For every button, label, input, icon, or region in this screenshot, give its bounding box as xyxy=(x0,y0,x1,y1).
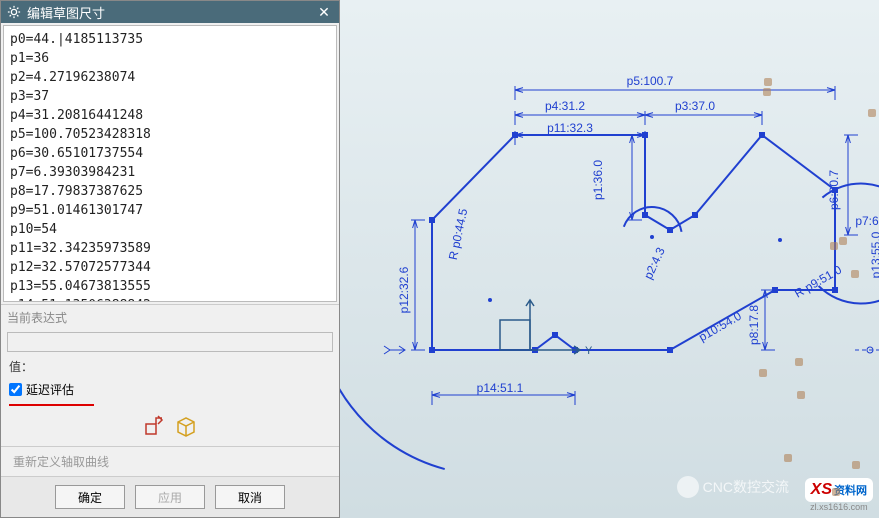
svg-text:p2:4.3: p2:4.3 xyxy=(641,245,668,281)
svg-text:p5:100.7: p5:100.7 xyxy=(627,74,674,88)
svg-text:p4:31.2: p4:31.2 xyxy=(545,99,585,113)
delay-eval-checkbox[interactable] xyxy=(9,383,22,396)
wechat-icon xyxy=(677,476,699,498)
reassign-axis-label: 重新定义轴取曲线 xyxy=(1,446,339,476)
gear-icon xyxy=(7,5,21,19)
cancel-button[interactable]: 取消 xyxy=(215,485,285,509)
sketch-drawing: Yp5:100.7 p4:31.2 p3:37.0 p11:32.3 p1:36.0 p6… xyxy=(340,0,879,518)
value-label: 值： xyxy=(1,354,339,379)
svg-text:Y: Y xyxy=(585,345,593,357)
parameter-row[interactable]: p7=6.39303984231 xyxy=(10,163,330,182)
edit-sketch-dimension-panel: 编辑草图尺寸 ✕ p0=44.|4185113735p1=36p2=4.2719… xyxy=(0,0,340,518)
panel-title: 编辑草图尺寸 xyxy=(27,3,315,22)
ok-button[interactable]: 确定 xyxy=(55,485,125,509)
parameter-row[interactable]: p4=31.20816441248 xyxy=(10,106,330,125)
parameter-row[interactable]: p13=55.04673813555 xyxy=(10,277,330,296)
svg-text:p10:54.0: p10:54.0 xyxy=(696,309,744,345)
svg-text:p1:36.0: p1:36.0 xyxy=(591,160,605,200)
parameter-row[interactable]: p12=32.57072577344 xyxy=(10,258,330,277)
expression-input[interactable] xyxy=(7,332,333,352)
svg-text:p12:32.6: p12:32.6 xyxy=(397,266,411,313)
parameter-row[interactable]: p14=51.13506388842 xyxy=(10,296,330,302)
svg-text:p7:6.4: p7:6.4 xyxy=(855,214,879,228)
box-icon[interactable] xyxy=(174,414,198,438)
svg-text:p13:55.0: p13:55.0 xyxy=(869,231,879,278)
svg-text:p8:17.8: p8:17.8 xyxy=(747,305,761,345)
panel-titlebar: 编辑草图尺寸 ✕ xyxy=(1,1,339,23)
parameter-list[interactable]: p0=44.|4185113735p1=36p2=4.27196238074p3… xyxy=(3,25,337,302)
parameter-row[interactable]: p6=30.65101737554 xyxy=(10,144,330,163)
icon-toolbar xyxy=(1,406,339,446)
parameter-row[interactable]: p3=37 xyxy=(10,87,330,106)
parameter-row[interactable]: p8=17.79837387625 xyxy=(10,182,330,201)
convex-hull-icon[interactable] xyxy=(142,414,166,438)
apply-button[interactable]: 应用 xyxy=(135,485,205,509)
wechat-watermark: CNC数控交流 xyxy=(677,476,789,498)
svg-text:p6:30.7: p6:30.7 xyxy=(827,170,841,210)
sketch-canvas[interactable]: Yp5:100.7 p4:31.2 p3:37.0 p11:32.3 p1:36.0 p6… xyxy=(340,0,879,518)
parameter-row[interactable]: p9=51.01461301747 xyxy=(10,201,330,220)
parameter-row[interactable]: p0=44.|4185113735 xyxy=(10,30,330,49)
svg-text:R p9:51.0: R p9:51.0 xyxy=(792,262,844,300)
delay-eval-label: 延迟评估 xyxy=(26,381,74,398)
parameter-row[interactable]: p5=100.70523428318 xyxy=(10,125,330,144)
parameter-row[interactable]: p1=36 xyxy=(10,49,330,68)
parameter-row[interactable]: p2=4.27196238074 xyxy=(10,68,330,87)
svg-text:p14:51.1: p14:51.1 xyxy=(477,381,524,395)
parameter-row[interactable]: p10=54 xyxy=(10,220,330,239)
button-bar: 确定 应用 取消 xyxy=(1,476,339,517)
current-expression-label: 当前表达式 xyxy=(1,304,339,330)
svg-text:p3:37.0: p3:37.0 xyxy=(675,99,715,113)
svg-text:R p0:44.5: R p0:44.5 xyxy=(446,207,471,261)
parameter-row[interactable]: p11=32.34235973589 xyxy=(10,239,330,258)
close-icon[interactable]: ✕ xyxy=(315,4,333,21)
svg-text:p11:32.3: p11:32.3 xyxy=(547,121,593,135)
